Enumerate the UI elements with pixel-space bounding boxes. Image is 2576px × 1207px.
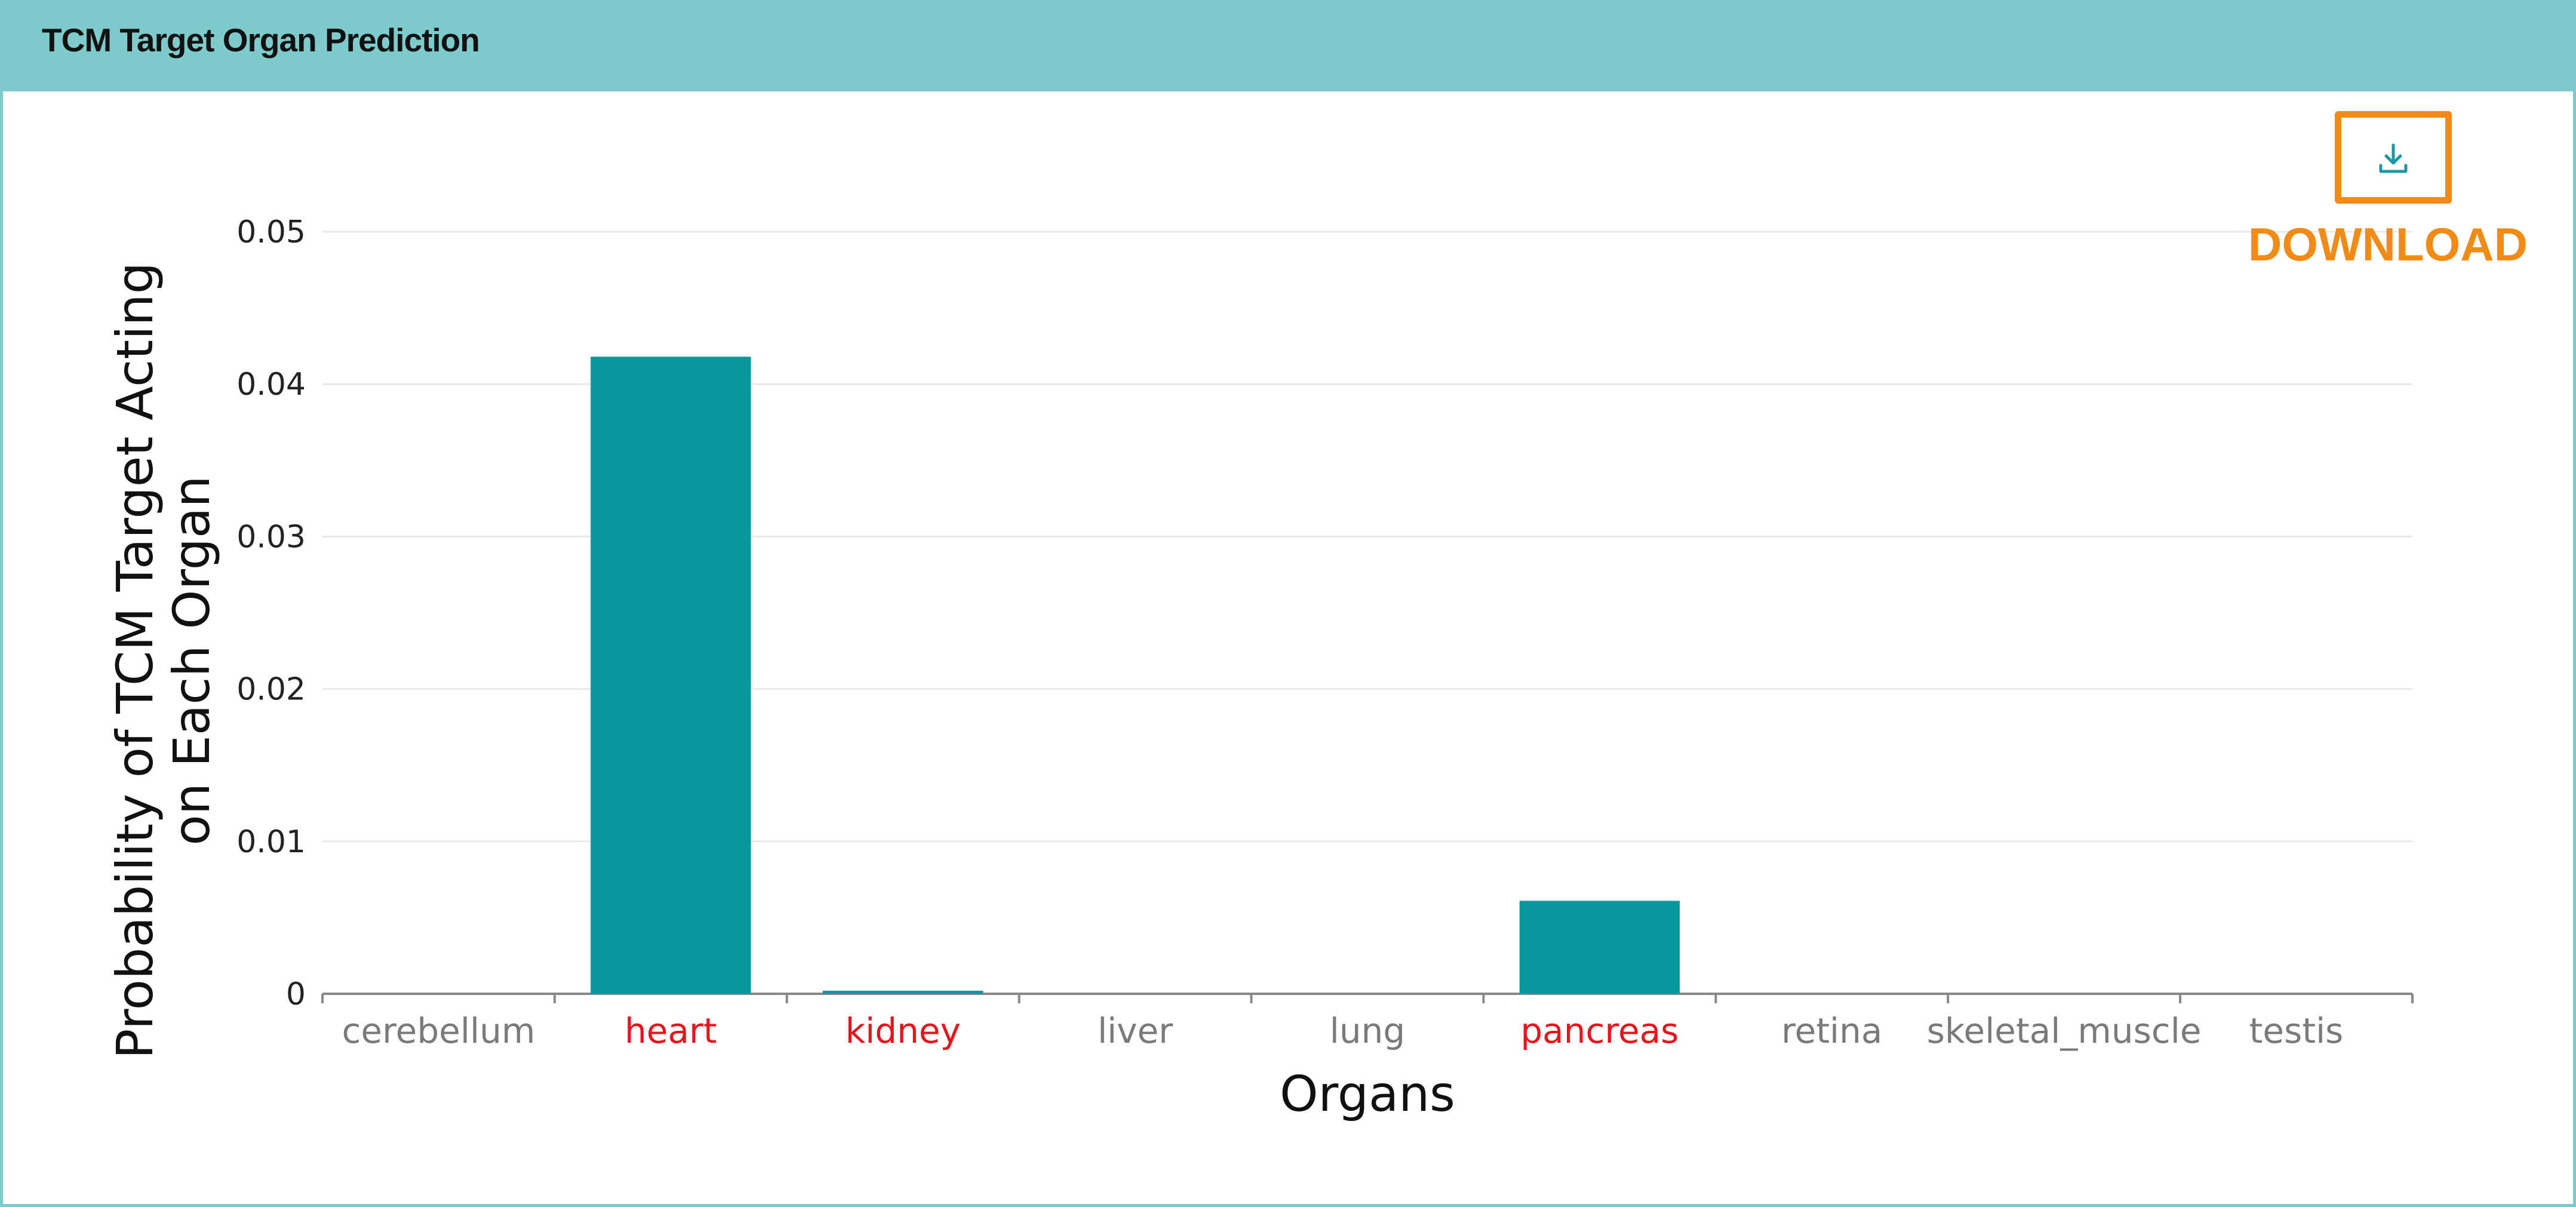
download-button[interactable]: [2335, 111, 2452, 204]
x-tick-label: heart: [625, 1011, 717, 1051]
panel-header: TCM Target Organ Prediction: [3, 3, 2573, 91]
y-tick-label: 0.04: [236, 367, 306, 403]
bar-heart: [591, 357, 751, 994]
y-tick-label: 0.05: [236, 214, 306, 250]
download-label: DOWNLOAD: [2248, 218, 2528, 271]
x-axis-title: Organs: [1280, 1066, 1455, 1123]
x-tick-label: cerebellum: [342, 1011, 536, 1051]
bar-pancreas: [1519, 901, 1680, 994]
x-tick-label: kidney: [846, 1011, 961, 1051]
x-tick-label: retina: [1781, 1011, 1882, 1051]
x-tick-label: liver: [1098, 1011, 1173, 1051]
x-tick-label: lung: [1330, 1011, 1405, 1051]
x-tick-label: pancreas: [1520, 1011, 1679, 1051]
y-axis-title-line: Probability of TCM Target Acting: [106, 262, 164, 1059]
y-tick-label: 0.02: [236, 672, 306, 708]
y-tick-label: 0.03: [236, 519, 306, 555]
x-tick-label: skeletal_muscle: [1927, 1011, 2202, 1051]
y-axis-title-line: on Each Organ: [162, 475, 221, 845]
x-tick-label: testis: [2249, 1011, 2344, 1051]
y-tick-label: 0.01: [236, 824, 306, 860]
download-icon: [2379, 143, 2408, 173]
bar-kidney: [823, 990, 983, 994]
panel-title: TCM Target Organ Prediction: [42, 22, 480, 59]
y-tick-label: 0: [286, 976, 306, 1012]
